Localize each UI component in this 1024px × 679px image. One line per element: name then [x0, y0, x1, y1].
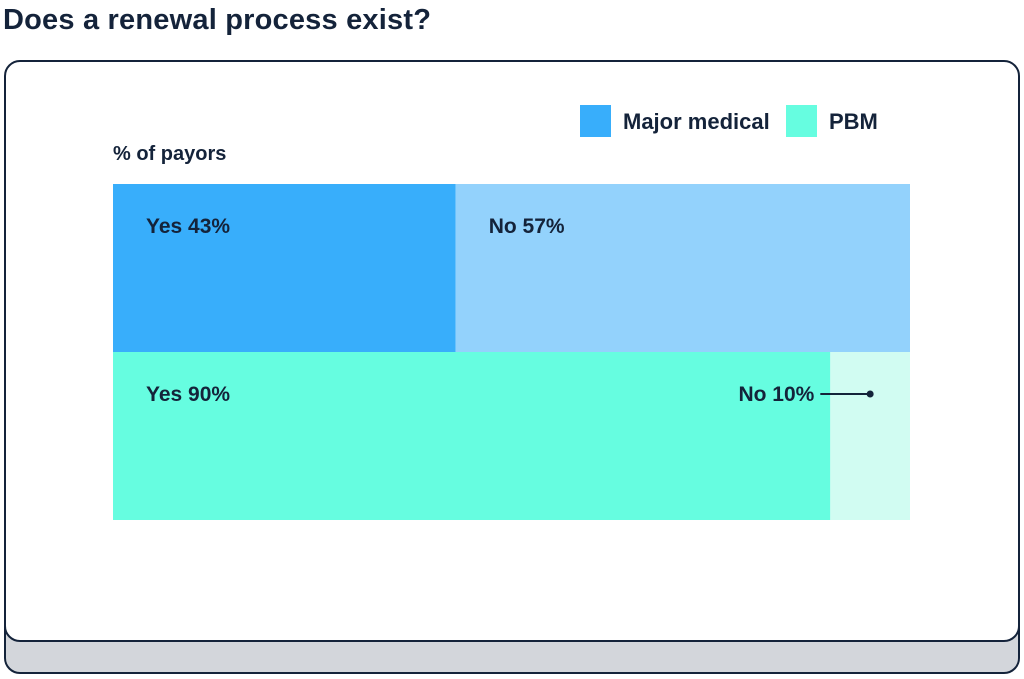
legend-swatch-major-medical: [580, 105, 611, 137]
legend-swatch-pbm: [786, 105, 817, 137]
legend: Major medical PBM: [580, 105, 878, 137]
legend-label-major-medical: Major medical: [623, 109, 770, 134]
page-title: Does a renewal process exist?: [3, 4, 432, 36]
bar-segment-major-medical-yes: [113, 184, 456, 352]
bar-label-pbm-no: No 10%: [738, 383, 814, 406]
bar-segment-pbm-no: [830, 352, 910, 520]
bar-segment-major-medical-no: [455, 184, 910, 352]
bar-segment-pbm-yes: [113, 352, 831, 520]
axis-caption: % of payors: [113, 143, 226, 165]
legend-label-pbm: PBM: [829, 109, 878, 134]
bar-label-major-medical-no: No 57%: [489, 215, 565, 238]
bar-label-major-medical-yes: Yes 43%: [146, 215, 230, 238]
bars: Yes 43% No 57% Yes 90% No 10%: [113, 184, 910, 520]
bar-label-pbm-yes: Yes 90%: [146, 383, 230, 406]
leader-dot-pbm-no: [866, 390, 874, 398]
